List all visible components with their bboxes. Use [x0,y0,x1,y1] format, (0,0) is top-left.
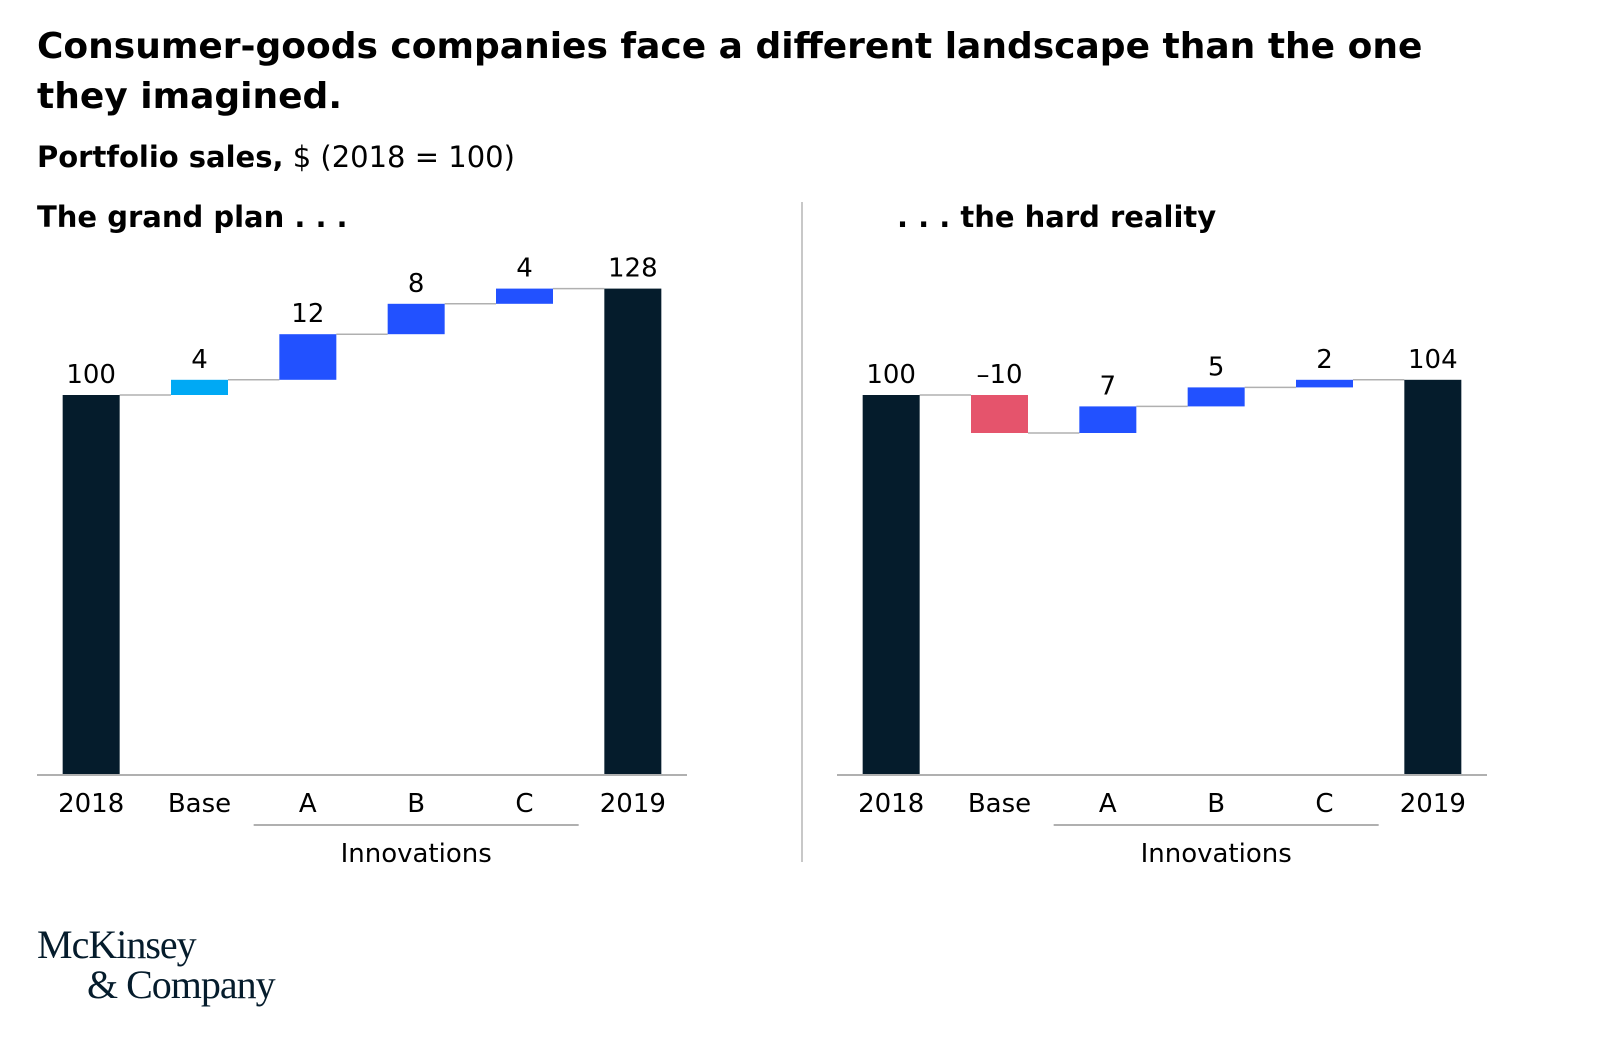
data-label: 7 [1100,371,1117,401]
category-tick-label: 2019 [1400,789,1466,819]
category-tick-label: B [407,789,425,819]
data-label: 5 [1208,352,1225,382]
data-label: 2 [1316,345,1333,375]
chart-title: Consumer-goods companies face a differen… [37,26,1423,117]
category-tick-label: Base [168,789,231,819]
category-tick-label: Base [968,789,1031,819]
category-tick-label: C [1315,789,1333,819]
chart-subtitle: Portfolio sales, $ (2018 = 100) [37,140,515,174]
bar-a [279,334,337,380]
innovations-group-label: Innovations [1141,839,1292,869]
category-tick-label: C [515,789,533,819]
bar-2019 [604,288,662,775]
category-tick-label: 2019 [600,789,666,819]
logo-line-2: & Company [87,962,276,1007]
bar-c [1296,379,1353,388]
bar-base [971,395,1028,433]
right-panel-title: . . . the hard reality [897,200,1217,234]
data-label: 100 [866,360,916,390]
bar-b [387,303,445,335]
bar-2018 [62,395,120,775]
data-label: 12 [291,299,324,329]
bar-2018 [862,395,920,775]
data-label: 100 [66,360,116,390]
category-tick-label: B [1207,789,1225,819]
panel-divider [801,202,803,862]
left-panel-title: The grand plan . . . [37,200,348,234]
data-label: –10 [976,360,1022,390]
category-tick-label: 2018 [58,789,124,819]
data-label: 128 [608,254,658,284]
bar-c [496,288,553,304]
data-label: 4 [516,254,533,284]
innovations-group-label: Innovations [341,839,492,869]
data-label: 104 [1408,345,1458,375]
subtitle-bold: Portfolio sales, [37,140,284,174]
category-tick-label: A [1099,789,1117,819]
bar-2019 [1404,379,1462,775]
mckinsey-logo: McKinsey & Company [37,922,276,1007]
data-label: 8 [408,269,425,299]
bar-b [1187,387,1245,407]
subtitle-unit: $ (2018 = 100) [283,140,515,174]
right-waterfall-chart: 100 –10 7 5 2 104 2018 Base A B C 2019 Innovations [837,345,1487,869]
category-tick-label: 2018 [858,789,924,819]
logo-line-1: McKinsey [37,922,197,967]
bar-a [1079,406,1137,433]
bar-base [171,379,228,395]
data-label: 4 [191,345,208,375]
category-tick-label: A [299,789,317,819]
